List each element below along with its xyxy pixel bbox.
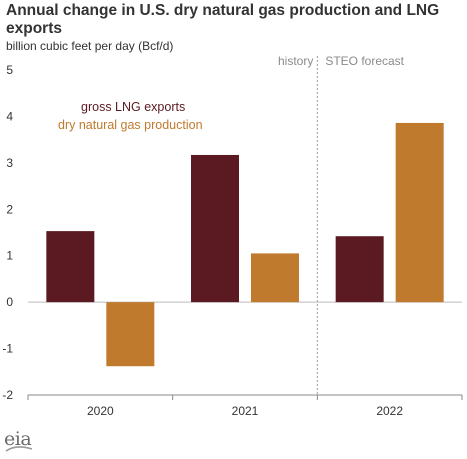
bar-2021-series-1: [191, 154, 239, 303]
bar-2022-series-1: [335, 236, 384, 303]
chart-subtitle: billion cubic feet per day (Bcf/d): [6, 39, 174, 53]
chart-title: Annual change in U.S. dry natural gas pr…: [6, 2, 440, 37]
y-tick-label: 1: [6, 249, 13, 263]
bar-2020-series-1: [46, 231, 95, 303]
forecast-label: STEO forecast: [325, 54, 404, 68]
eia-logo-text: eia: [4, 428, 32, 450]
bar-2021-series-2: [251, 253, 299, 303]
y-tick-label: 4: [6, 109, 13, 123]
x-tick-label: 2021: [232, 404, 259, 418]
y-tick-label: 5: [6, 63, 13, 77]
eia-logo: eia: [4, 428, 33, 452]
x-tick-label: 2022: [376, 404, 403, 418]
legend-label: gross LNG exports: [81, 100, 185, 114]
bar-2020-series-2: [106, 302, 155, 367]
y-tick-label: 3: [6, 156, 13, 170]
y-tick-label: 2: [6, 202, 13, 216]
y-tick-label: -1: [2, 342, 13, 356]
y-tick-label: -2: [2, 388, 13, 402]
y-tick-label: 0: [6, 295, 13, 309]
legend-label: dry natural gas production: [58, 118, 203, 132]
x-tick-label: 2020: [87, 404, 114, 418]
bar-2022-series-2: [395, 122, 444, 303]
eia-logo-swoosh-icon: [5, 446, 33, 452]
history-label: history: [278, 54, 313, 68]
